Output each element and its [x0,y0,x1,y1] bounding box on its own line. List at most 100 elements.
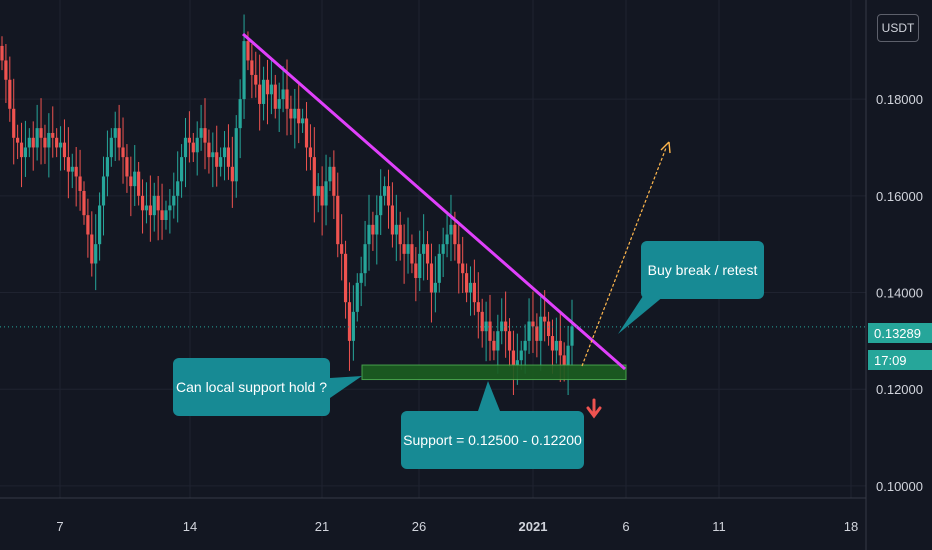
y-tick-label: 0.18000 [876,92,923,107]
candle-body [402,244,406,254]
candle-body [133,171,137,187]
support-question-pointer [330,376,362,398]
candle-body [566,345,570,366]
candle-body [258,84,262,104]
candle-body [484,321,488,332]
x-tick-label: 21 [315,519,329,534]
candle-body [324,181,328,206]
candle-body [125,157,129,177]
candle-body [12,108,16,138]
candle-body [273,84,277,109]
currency-badge[interactable]: USDT [877,14,919,42]
candle-body [379,195,383,216]
candle-body [121,147,125,158]
candle-body [496,331,500,351]
candle-body [531,321,535,327]
support-zone-layer [361,364,627,381]
y-tick-label: 0.14000 [876,286,923,301]
candle-body [4,60,8,80]
candle-body [101,176,106,206]
candle-body [47,132,51,148]
candle-body [265,79,270,95]
candle-body [363,244,367,274]
candle-body [308,147,313,158]
grid [0,0,866,498]
candle-body [195,137,199,153]
candle-body [554,340,558,351]
candle-body [78,176,82,191]
resistance-trendline [242,32,626,371]
candle-body [406,244,410,254]
candle-body [343,253,348,303]
candles [0,14,574,396]
support-range-pointer [478,381,500,411]
candle-body [570,326,574,346]
candle-body [433,282,437,293]
candle-body [367,224,371,245]
candle-body [398,224,402,245]
overlay-layer [0,32,866,419]
candle-body [215,152,219,167]
down-arrow-icon [586,398,602,419]
y-tick-label: 0.16000 [876,189,923,204]
candle-body [8,79,12,109]
candle-body [179,157,184,182]
candle-body [464,273,469,293]
candle-body [156,195,160,211]
candle-body [562,355,566,366]
candle-body [140,195,145,211]
candle-body [19,142,24,158]
candle-body [507,331,512,351]
buy-callout-pointer [618,296,664,334]
candle-body [480,311,484,332]
candle-body [390,205,395,235]
candle-body [31,137,35,148]
candle-body [289,108,293,119]
candle-body [320,186,324,206]
candle-body [410,244,414,264]
candle-body [535,326,539,341]
candle-body [187,137,191,143]
candle-body [222,147,227,158]
x-tick-label: 14 [183,519,197,534]
candle-body [226,147,231,167]
candle-body [66,157,70,172]
candle-body [39,128,43,138]
candle-body [441,244,445,254]
candle-body [183,137,188,158]
candle-body [297,108,301,124]
candle-body [546,321,551,337]
candle-body [51,132,55,138]
candle-body [129,176,133,187]
candle-body [27,137,31,148]
candle-body [414,263,418,279]
candle-body [304,118,309,148]
candle-body [394,224,398,235]
projection-arrow-icon [660,141,671,154]
support-zone [361,364,627,381]
candle-body [429,263,434,293]
candle-body [316,186,320,196]
countdown-tag: 17:09 [868,350,932,370]
candle-body [488,321,492,341]
candle-body [144,205,149,211]
candle-body [62,142,67,158]
y-tick-label: 0.10000 [876,479,923,494]
candle-body [539,316,543,341]
candle-body [191,142,195,153]
candle-body [207,142,211,158]
x-tick-label: 2021 [519,519,548,534]
candle-body [160,210,164,220]
candle-body [468,282,473,293]
candle-body [519,350,523,361]
candle-body [328,166,332,182]
candle-body [43,137,47,148]
candle-body [113,128,117,138]
candle-body [148,205,152,216]
candle-body [418,253,422,279]
candle-body [70,166,74,172]
candle-body [230,166,234,182]
candle-body [550,336,555,351]
